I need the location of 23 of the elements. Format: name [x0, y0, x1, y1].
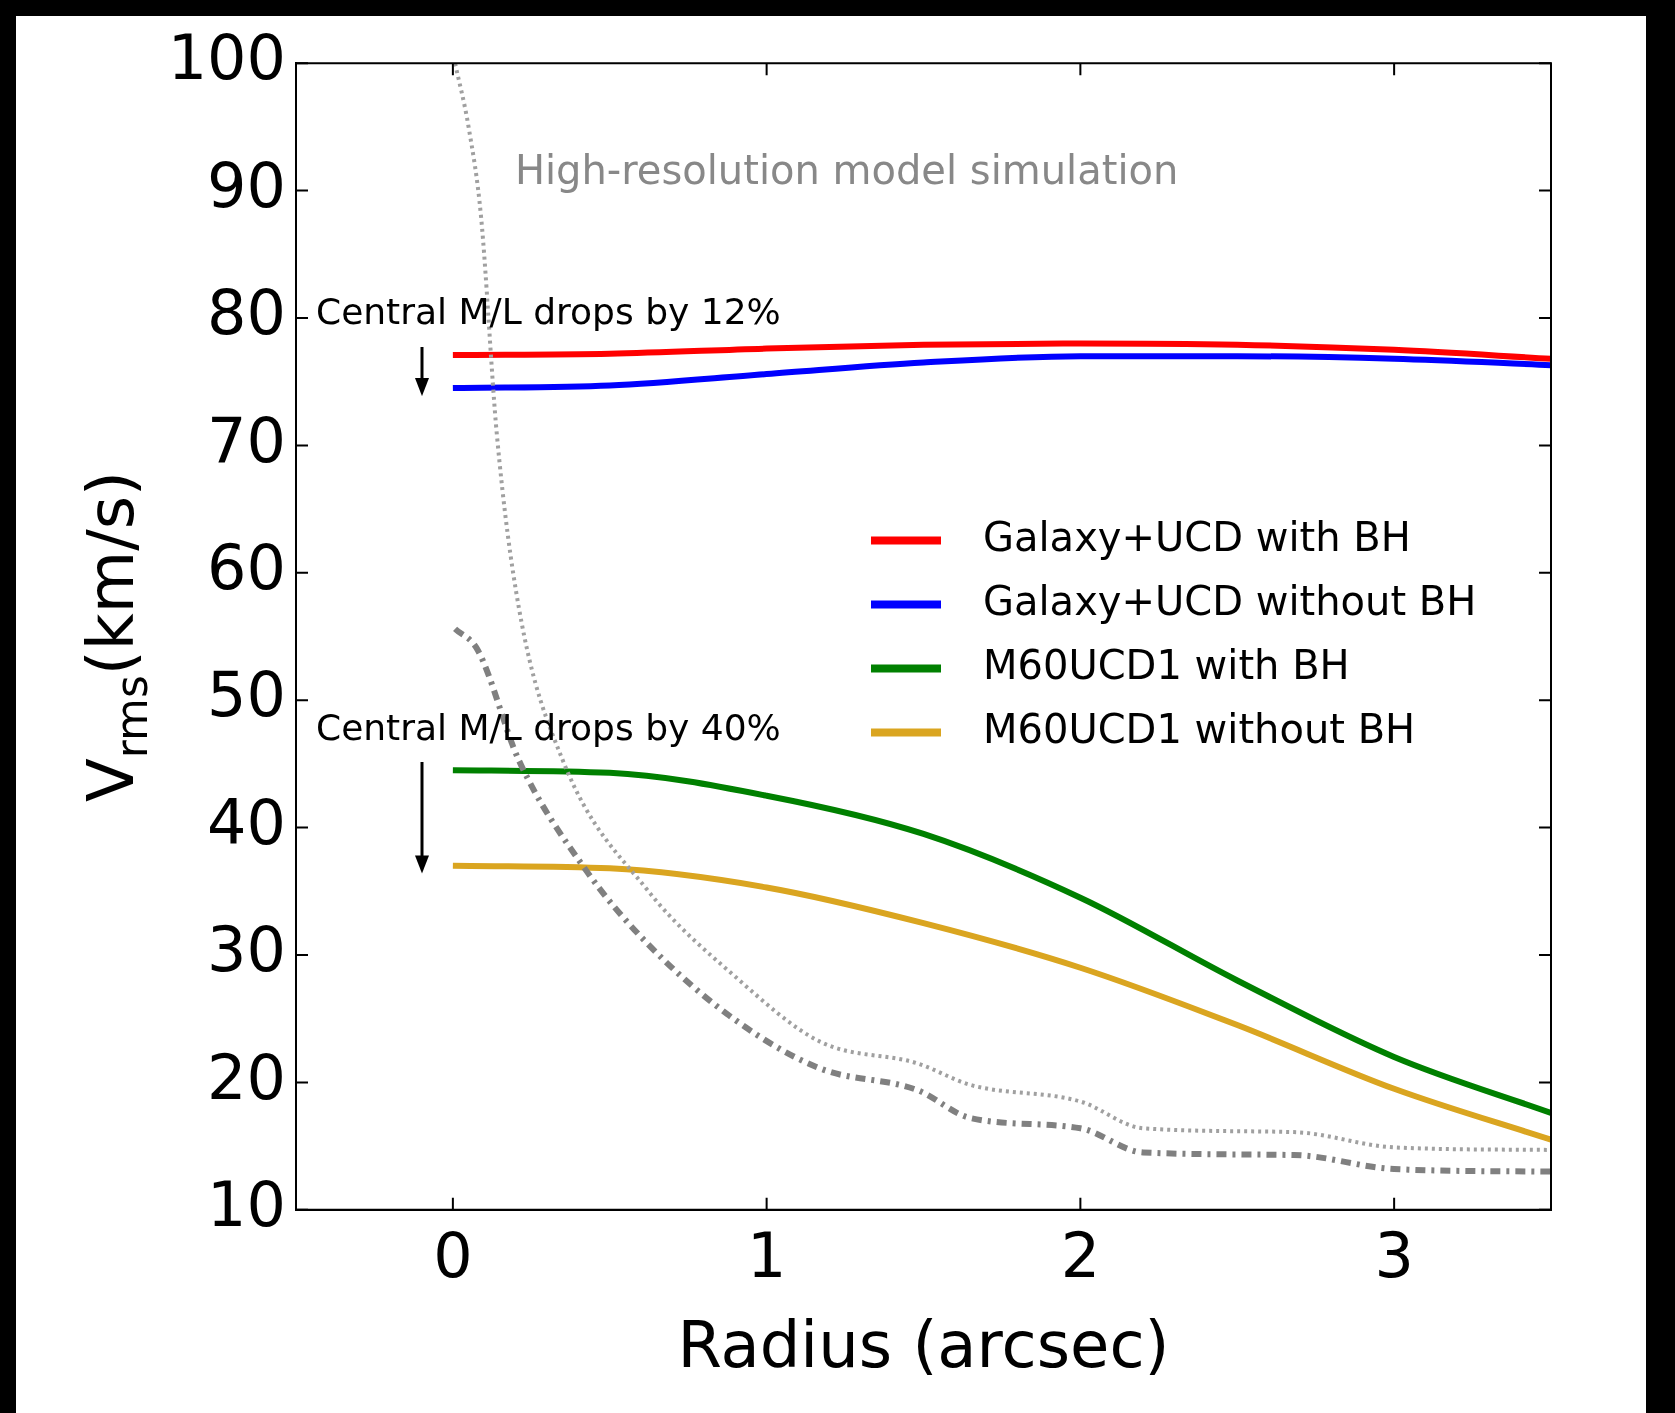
y-tick-label: 80 — [207, 276, 286, 350]
y-tick-label: 100 — [167, 21, 286, 95]
y-tick-label: 40 — [207, 785, 286, 859]
annotation: High-resolution model simulation — [514, 146, 1179, 193]
y-tick-label: 20 — [207, 1040, 286, 1114]
legend-label: Galaxy+UCD without BH — [983, 577, 1477, 624]
x-tick-label: 2 — [1060, 1219, 1101, 1293]
x-axis-title: Radius (arcsec) — [677, 1308, 1170, 1383]
legend-label: M60UCD1 without BH — [983, 705, 1416, 752]
x-tick-label: 0 — [433, 1219, 473, 1293]
y-tick-label: 50 — [207, 658, 286, 732]
y-axis-title: Vrms(km/s) — [74, 470, 157, 803]
legend-label: M60UCD1 with BH — [983, 641, 1350, 688]
y-tick-label: 90 — [207, 148, 286, 222]
annotation: Central M/L drops by 12% — [316, 291, 781, 333]
y-tick-label: 70 — [207, 403, 286, 477]
x-tick-label: 3 — [1374, 1219, 1414, 1293]
y-tick-label: 60 — [207, 530, 286, 604]
y-tick-label: 10 — [207, 1167, 286, 1241]
y-tick-label: 30 — [207, 913, 286, 987]
annotation: Central M/L drops by 40% — [316, 706, 781, 748]
x-tick-label: 1 — [746, 1219, 787, 1293]
legend-label: Galaxy+UCD with BH — [983, 513, 1411, 560]
